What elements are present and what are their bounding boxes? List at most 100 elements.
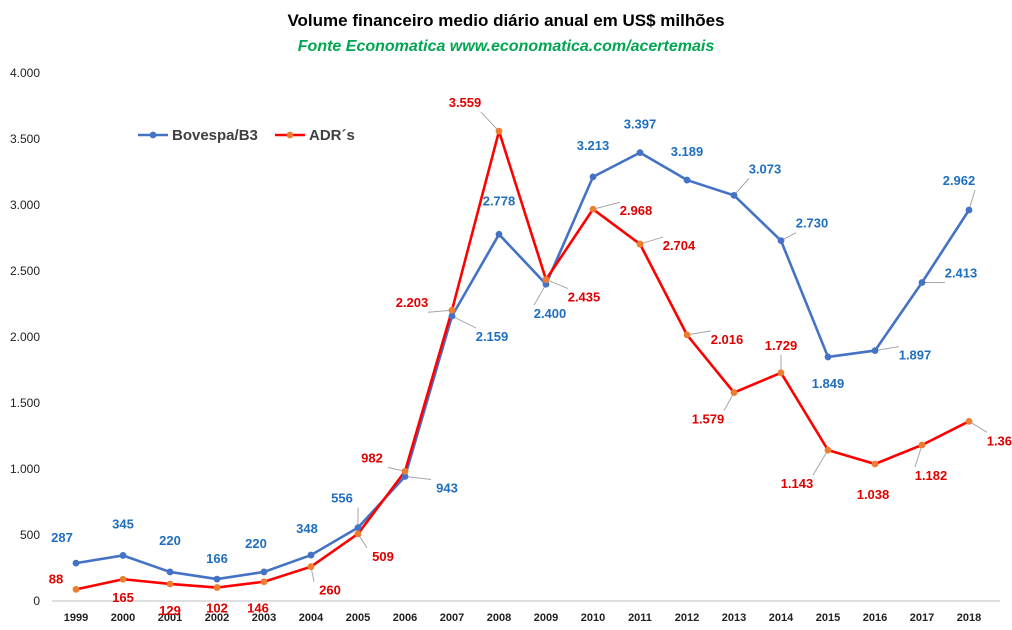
data-label: 1.897 <box>899 348 932 363</box>
data-point <box>260 568 268 576</box>
y-tick-label: 0 <box>33 594 40 608</box>
data-point <box>72 559 80 567</box>
leader-line <box>427 309 453 313</box>
leader-line <box>733 178 750 196</box>
y-tick-label: 3.500 <box>10 132 40 146</box>
leader-line <box>874 346 900 352</box>
data-point <box>307 551 315 559</box>
x-tick-label: 2013 <box>722 612 746 624</box>
data-label: 88 <box>49 571 63 586</box>
x-tick-label: 2010 <box>581 612 605 624</box>
leader-line <box>592 201 621 210</box>
series-line-0 <box>75 151 971 581</box>
data-point <box>918 279 926 286</box>
series-line-1 <box>75 129 970 591</box>
data-label: 102 <box>206 601 228 616</box>
data-labels: 287 345 220 166 220 348 556 943 2.159 2.778 2.400 3… <box>49 95 1012 618</box>
leader-line <box>533 283 547 306</box>
data-label: 348 <box>296 521 318 536</box>
leader-line <box>545 279 569 290</box>
data-point <box>495 127 503 135</box>
data-point <box>119 575 127 583</box>
x-tick-label: 2004 <box>299 612 324 624</box>
data-point <box>448 312 456 320</box>
data-point <box>824 353 832 361</box>
data-point <box>871 347 879 354</box>
data-label: 2.962 <box>943 173 976 188</box>
data-label: 220 <box>159 533 181 548</box>
x-tick-label: 2018 <box>957 612 981 624</box>
leader-line <box>639 236 664 245</box>
x-tick-label: 2009 <box>534 612 558 624</box>
chart-title: Volume financeiro medio diário anual em … <box>287 11 724 30</box>
legend-label: Bovespa/B3 <box>172 127 258 144</box>
x-tick-label: 2016 <box>863 612 887 624</box>
data-point <box>213 575 221 583</box>
x-tick-label: 1999 <box>64 612 88 624</box>
data-point <box>683 331 691 339</box>
y-tick-label: 3.000 <box>10 198 40 212</box>
data-point <box>495 230 503 238</box>
data-point <box>965 206 973 214</box>
y-tick-label: 500 <box>20 528 40 542</box>
data-point <box>636 240 644 248</box>
x-tick-label: 2006 <box>393 612 417 624</box>
leader-line <box>686 330 712 336</box>
data-point <box>730 191 738 199</box>
data-label: 260 <box>319 583 341 598</box>
y-tick-label: 1.000 <box>10 462 40 476</box>
data-label: 2.016 <box>711 332 744 347</box>
data-point <box>119 552 127 559</box>
data-label: 146 <box>247 601 269 616</box>
leader-line <box>480 111 500 132</box>
data-label: 2.704 <box>663 238 696 253</box>
leader-line <box>968 420 988 433</box>
data-label: 2.778 <box>483 193 516 208</box>
data-point <box>354 530 362 538</box>
data-point <box>260 578 268 586</box>
data-label: 1.729 <box>765 338 798 353</box>
data-label: 1.182 <box>915 468 948 483</box>
data-label: 982 <box>361 450 383 465</box>
leader-line <box>723 392 735 411</box>
data-point <box>542 276 550 283</box>
data-point <box>448 306 456 314</box>
data-label: 2.159 <box>476 329 509 344</box>
label-leader-lines <box>310 111 988 582</box>
data-label: 3.397 <box>624 117 657 132</box>
data-point <box>72 585 80 593</box>
y-tick-label: 4.000 <box>10 66 40 80</box>
series-lines <box>75 129 971 591</box>
x-tick-label: 2001 <box>158 612 182 624</box>
data-point <box>824 446 832 454</box>
data-label: 2.400 <box>534 306 567 321</box>
leader-line <box>404 476 432 481</box>
data-label: 2.413 <box>945 265 978 280</box>
data-point <box>401 467 409 475</box>
data-point <box>307 563 315 571</box>
legend: Bovespa/B3 ADR´s <box>138 127 355 144</box>
y-tick-label: 2.000 <box>10 330 40 344</box>
data-label: 287 <box>51 530 73 545</box>
data-point <box>918 441 926 449</box>
data-label: 1.849 <box>812 376 845 391</box>
x-tick-label: 2011 <box>628 612 652 624</box>
data-label: 3.189 <box>671 144 704 159</box>
data-point <box>589 205 597 213</box>
data-point <box>636 149 644 156</box>
leader-line <box>812 449 829 476</box>
x-tick-label: 2012 <box>675 612 699 624</box>
y-tick-label: 2.500 <box>10 264 40 278</box>
data-label: 509 <box>372 549 394 564</box>
data-label: 2.730 <box>796 216 829 231</box>
data-point <box>965 417 973 425</box>
data-label: 3.559 <box>449 95 482 110</box>
data-point <box>589 173 597 181</box>
data-point <box>354 524 362 532</box>
data-point <box>871 460 879 468</box>
x-tick-label: 2014 <box>769 612 794 624</box>
data-label: 1.579 <box>692 412 725 427</box>
x-tick-label: 2005 <box>346 612 370 624</box>
x-tick-label: 2015 <box>816 612 840 624</box>
